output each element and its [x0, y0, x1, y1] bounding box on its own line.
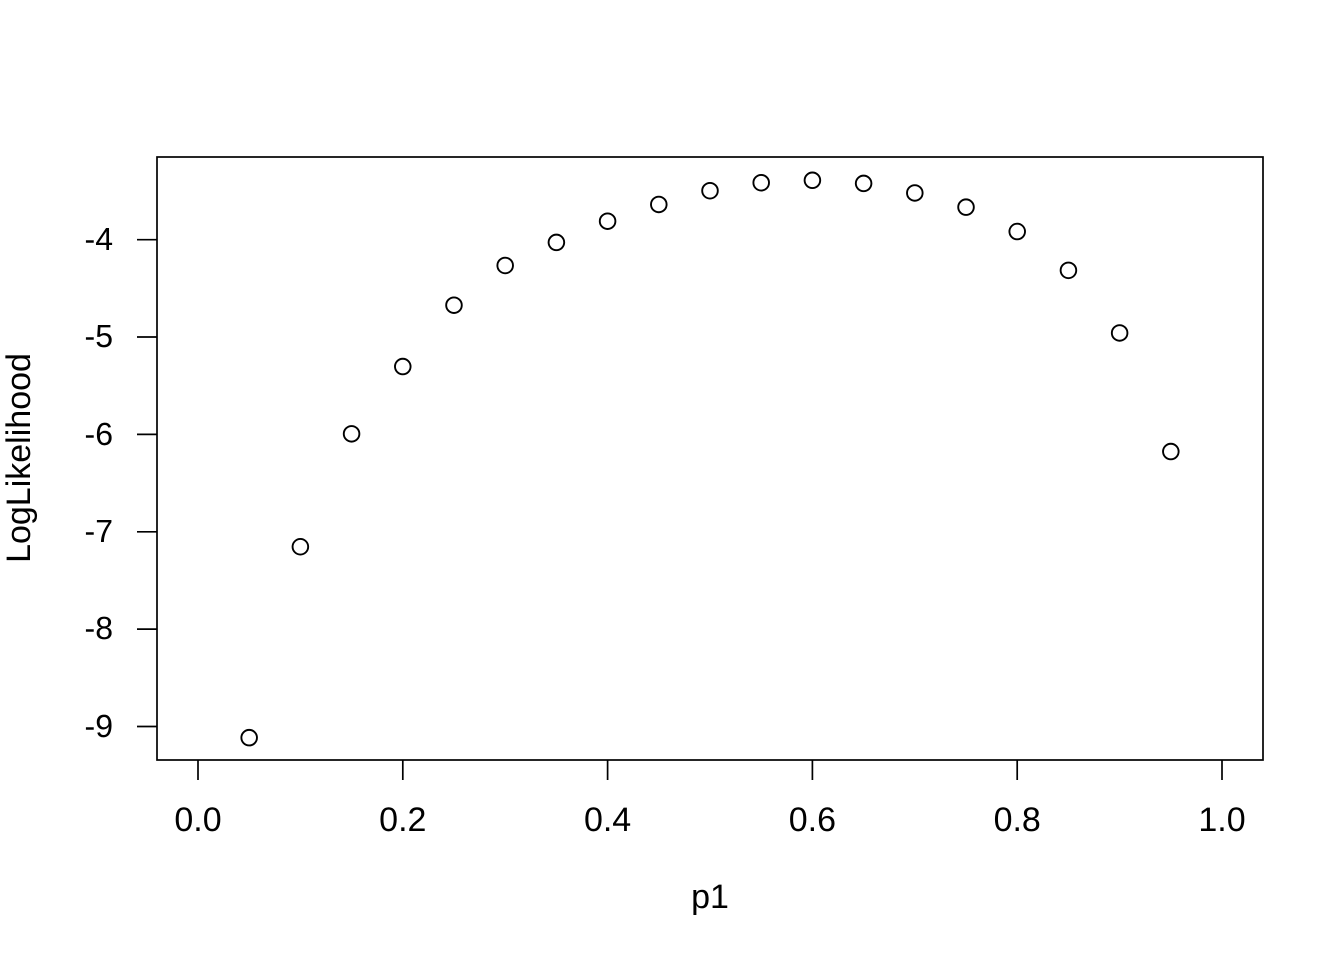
- svg-text:0.4: 0.4: [584, 801, 631, 839]
- svg-text:-8: -8: [85, 610, 113, 646]
- svg-text:-6: -6: [85, 416, 113, 452]
- svg-text:-4: -4: [85, 221, 113, 257]
- svg-text:p1: p1: [691, 878, 729, 916]
- svg-text:0.2: 0.2: [379, 801, 426, 839]
- svg-text:0.0: 0.0: [174, 801, 221, 839]
- svg-text:1.0: 1.0: [1198, 801, 1245, 839]
- svg-text:LogLikelihood: LogLikelihood: [0, 353, 38, 563]
- svg-text:-7: -7: [85, 513, 113, 549]
- svg-text:0.6: 0.6: [789, 801, 836, 839]
- svg-text:-9: -9: [85, 708, 113, 744]
- svg-text:0.8: 0.8: [994, 801, 1041, 839]
- svg-text:-5: -5: [85, 318, 113, 354]
